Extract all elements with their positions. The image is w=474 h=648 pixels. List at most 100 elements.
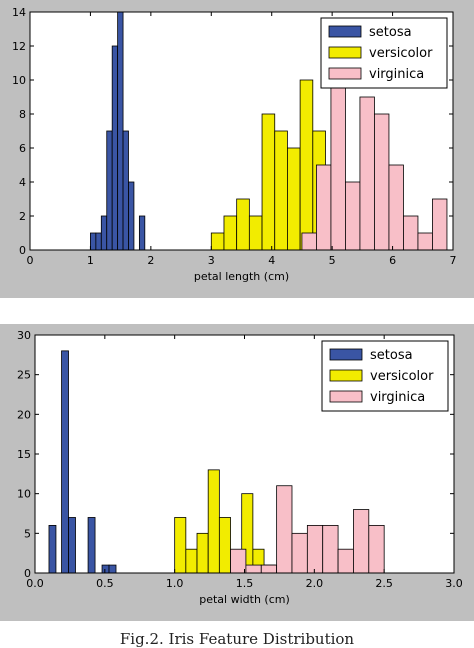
x-tick-label: 0.5	[96, 577, 114, 590]
x-tick-label: 7	[450, 254, 457, 267]
x-tick-label: 2.5	[375, 577, 393, 590]
bar-virginica-0	[230, 548, 247, 574]
bar-setosa-7	[128, 181, 135, 251]
legend-swatch-virginica	[328, 67, 362, 80]
x-tick-label: 3	[208, 254, 215, 267]
y-tick-label: 10	[12, 74, 26, 87]
bar-versicolor-4	[218, 517, 231, 574]
bar-setosa-0	[48, 524, 57, 574]
legend-label-versicolor: versicolor	[369, 46, 433, 61]
bar-virginica-9	[368, 524, 385, 574]
bar-versicolor-3	[207, 469, 220, 574]
bar-versicolor-2	[196, 532, 209, 574]
legend-label-setosa: setosa	[370, 348, 413, 363]
bar-setosa-4	[101, 564, 110, 574]
series-virginica	[230, 485, 385, 574]
bar-virginica-2	[260, 564, 278, 574]
bar-virginica-4	[291, 532, 308, 574]
x-tick-label: 1.0	[166, 577, 184, 590]
bar-setosa-1	[61, 350, 69, 574]
y-tick-label: 14	[12, 6, 26, 19]
y-tick-label: 15	[17, 448, 31, 461]
y-tick-label: 5	[24, 527, 31, 540]
bar-versicolor-4	[261, 113, 276, 251]
x-tick-label: 5	[329, 254, 336, 267]
bar-setosa-5	[108, 564, 117, 574]
legend-label-setosa: setosa	[369, 25, 412, 40]
y-tick-label: 0	[24, 567, 31, 580]
bar-virginica-6	[322, 524, 339, 574]
bar-versicolor-0	[174, 517, 187, 574]
bar-setosa-4	[111, 45, 119, 251]
bar-versicolor-7	[299, 79, 314, 251]
bar-setosa-8	[138, 215, 146, 251]
bar-virginica-6	[388, 164, 404, 251]
petal-length-chart-panel: 0 1 2 3 4 5 6 7 0 2 4 6 8 10 12 14 petal length (cm) seto…	[0, 0, 474, 298]
x-tick-label: 1.5	[236, 577, 254, 590]
bar-versicolor-2	[236, 198, 250, 251]
y-tick-label: 2	[19, 210, 26, 223]
bar-virginica-9	[432, 198, 448, 251]
y-tick-label: 30	[17, 329, 31, 342]
bar-versicolor-6	[287, 147, 301, 251]
bar-setosa-5	[117, 11, 124, 251]
bar-virginica-0	[301, 232, 317, 251]
y-tick-label: 20	[17, 408, 31, 421]
bar-setosa-6	[122, 130, 129, 251]
legend-swatch-versicolor	[328, 46, 362, 59]
bar-virginica-1	[245, 564, 262, 574]
legend-swatch-virginica	[329, 390, 363, 403]
bar-setosa-1	[95, 232, 102, 251]
legend-swatch-versicolor	[329, 369, 363, 382]
bar-versicolor-1	[223, 215, 238, 251]
bar-virginica-8	[417, 232, 433, 251]
y-tick-label: 8	[19, 108, 26, 121]
legend-label-virginica: virginica	[369, 67, 424, 82]
y-tick-label: 0	[19, 244, 26, 257]
bar-setosa-2	[100, 215, 108, 251]
y-tick-label: 12	[12, 40, 26, 53]
bar-virginica-8	[353, 509, 370, 574]
x-tick-label: 3.0	[445, 577, 463, 590]
x-tick-label: 2.0	[306, 577, 324, 590]
legend-swatch-setosa	[328, 25, 362, 38]
bar-setosa-2	[68, 517, 76, 574]
y-tick-label: 6	[19, 142, 26, 155]
bar-versicolor-1	[185, 548, 198, 574]
bar-virginica-7	[337, 548, 354, 574]
bar-versicolor-0	[210, 232, 225, 251]
x-axis-label: petal length (cm)	[194, 270, 289, 283]
bar-virginica-4	[359, 96, 375, 251]
bar-virginica-5	[374, 113, 390, 251]
petal-width-histogram: 0.0 0.5 1.0 1.5 2.0 2.5 3.0 0 5 10 15 20 25 30 petal w…	[17, 329, 463, 606]
y-tick-label: 10	[17, 488, 31, 501]
x-axis-label: petal width (cm)	[199, 593, 290, 606]
plot-frame	[29, 11, 454, 251]
y-tick-label: 4	[19, 176, 26, 189]
x-tick-label: 4	[268, 254, 275, 267]
figure-caption: Fig.2. Iris Feature Distribution	[119, 630, 355, 648]
legend: setosa versicolor virginica	[321, 340, 449, 412]
bar-versicolor-5	[274, 130, 288, 251]
bar-virginica-2	[330, 79, 346, 251]
bar-setosa-3	[87, 517, 96, 574]
bar-virginica-1	[316, 164, 332, 251]
x-tick-label: 1	[87, 254, 94, 267]
series-virginica	[301, 79, 448, 251]
bar-virginica-7	[403, 215, 419, 251]
bar-virginica-3	[345, 181, 361, 251]
x-tick-label: 6	[389, 254, 396, 267]
bar-virginica-5	[306, 524, 324, 574]
bar-virginica-3	[276, 485, 293, 574]
legend-swatch-setosa	[329, 348, 363, 361]
legend-label-versicolor: versicolor	[370, 369, 434, 384]
legend: setosa versicolor virginica	[320, 17, 448, 89]
x-tick-label: 0.0	[26, 577, 44, 590]
y-tick-label: 25	[17, 369, 31, 382]
x-tick-label: 2	[147, 254, 154, 267]
petal-width-chart-panel: 0.0 0.5 1.0 1.5 2.0 2.5 3.0 0 5 10 15 20 25 30 petal w…	[0, 324, 474, 621]
bar-setosa-3	[106, 130, 113, 251]
x-tick-label: 0	[27, 254, 34, 267]
bar-versicolor-3	[248, 215, 263, 251]
